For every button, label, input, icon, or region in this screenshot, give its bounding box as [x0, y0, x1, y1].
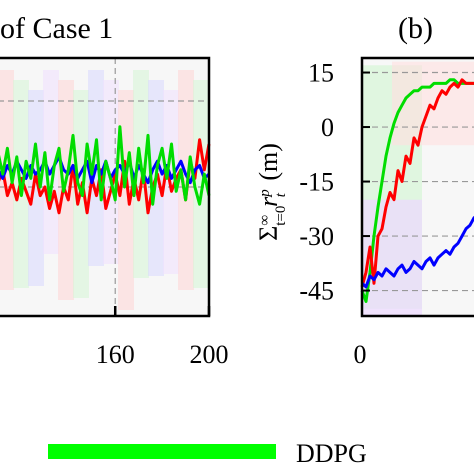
left-xtick-label-160: 160 — [96, 340, 135, 369]
legend-swatch-ddpg — [48, 444, 276, 459]
right-series-lines — [360, 78, 474, 303]
left-xtick-label-200: 200 — [190, 340, 229, 369]
y-axis-label: Σt=0∞rpt (m) — [254, 143, 289, 241]
right-band-red — [392, 61, 474, 146]
right-series-line-0 — [360, 78, 474, 303]
left-band-2 — [28, 90, 44, 286]
left-band-8 — [118, 90, 134, 310]
left-series-lines — [0, 125, 211, 215]
left-band-3 — [43, 70, 59, 254]
svg-text:Σt=0∞rpt (m): Σt=0∞rpt (m) — [254, 143, 289, 241]
right-panel-title: (b) — [398, 12, 433, 45]
legend: DDPG — [48, 439, 367, 468]
left-x-ticks: 160 200 — [96, 306, 229, 369]
left-band-13 — [193, 80, 209, 288]
right-panel: (b) Σt=0∞rpt (m) 15 0 -15 -30 -45 0 — [254, 12, 474, 369]
right-ytick-label-0: 15 — [308, 59, 334, 88]
left-confidence-bands — [0, 70, 209, 310]
left-band-12 — [178, 70, 194, 290]
left-plot-frame — [0, 56, 211, 318]
right-series-line-1 — [360, 78, 474, 288]
left-series-line-2 — [0, 125, 211, 206]
right-ytick-label-1: 0 — [321, 113, 334, 142]
right-ytick-label-3: -30 — [299, 222, 334, 251]
right-plot-frame — [360, 56, 474, 318]
right-ytick-label-4: -45 — [299, 277, 334, 306]
right-ytick-label-2: -15 — [299, 168, 334, 197]
legend-label-ddpg: DDPG — [296, 439, 367, 468]
left-band-0 — [0, 70, 14, 290]
left-panel-title: of Case 1 — [0, 12, 113, 45]
right-series-line-2 — [360, 215, 474, 289]
right-x-ticks: 0 — [354, 340, 367, 369]
right-y-ticks: 15 0 -15 -30 -45 — [299, 59, 370, 306]
right-xtick-label-0: 0 — [354, 340, 367, 369]
left-panel: of Case 1 160 200 — [0, 12, 229, 369]
